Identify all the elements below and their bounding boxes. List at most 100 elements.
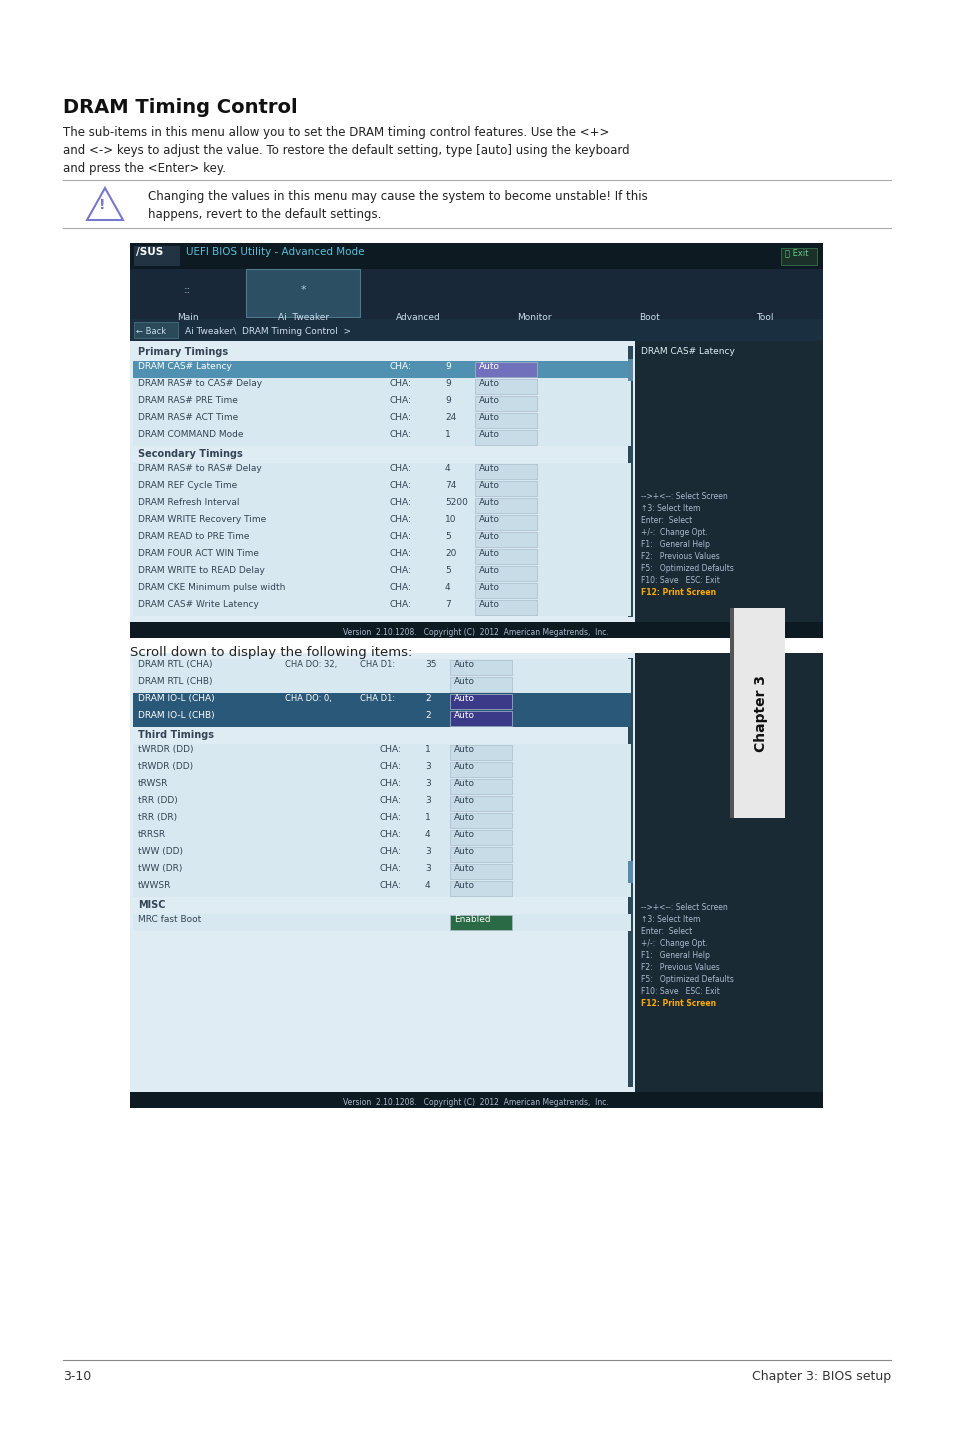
Text: F5:   Optimized Defaults: F5: Optimized Defaults (640, 975, 733, 984)
Text: 9: 9 (444, 380, 450, 388)
Text: Auto: Auto (454, 830, 475, 838)
Text: Auto: Auto (454, 745, 475, 754)
Bar (475, 380, 537, 394)
Bar (132, 548, 630, 565)
Text: +/-:  Change Opt.: +/-: Change Opt. (640, 528, 707, 536)
Bar (130, 269, 822, 319)
Text: Ai Tweaker\  DRAM Timing Control  >: Ai Tweaker\ DRAM Timing Control > (185, 326, 351, 336)
Text: Enabled: Enabled (454, 915, 490, 925)
Bar (475, 549, 537, 564)
Text: tRRSR: tRRSR (138, 830, 166, 838)
Bar (450, 915, 512, 930)
Text: Auto: Auto (478, 464, 499, 473)
Text: Auto: Auto (454, 677, 475, 686)
Bar (132, 429, 630, 446)
Bar (130, 243, 822, 638)
Text: DRAM IO-L (CHB): DRAM IO-L (CHB) (138, 710, 214, 720)
Bar (133, 322, 178, 338)
Text: 20: 20 (444, 549, 456, 558)
Bar (450, 864, 512, 879)
Text: F5:   Optimized Defaults: F5: Optimized Defaults (640, 564, 733, 572)
Text: CHA:: CHA: (390, 395, 412, 406)
Text: DRAM RAS# to CAS# Delay: DRAM RAS# to CAS# Delay (138, 380, 262, 388)
Text: Auto: Auto (454, 881, 475, 890)
Text: 1: 1 (424, 812, 431, 823)
Text: DRAM IO-L (CHA): DRAM IO-L (CHA) (138, 695, 214, 703)
Text: Auto: Auto (478, 567, 499, 575)
Text: CHA:: CHA: (390, 549, 412, 558)
Bar (132, 480, 630, 498)
Bar (133, 246, 180, 266)
Bar (729, 608, 733, 818)
Bar (132, 863, 630, 880)
Text: 3: 3 (424, 762, 431, 771)
Text: tWW (DD): tWW (DD) (138, 847, 183, 856)
Text: The sub-items in this menu allow you to set the DRAM timing control features. Us: The sub-items in this menu allow you to … (63, 127, 609, 139)
Bar (627, 360, 633, 381)
Bar (475, 480, 537, 496)
Bar (450, 695, 512, 709)
Text: DRAM FOUR ACT WIN Time: DRAM FOUR ACT WIN Time (138, 549, 258, 558)
Text: DRAM Refresh Interval: DRAM Refresh Interval (138, 498, 239, 508)
Text: tWRDR (DD): tWRDR (DD) (138, 745, 193, 754)
Text: Auto: Auto (478, 515, 499, 523)
Text: 3: 3 (424, 864, 431, 873)
Text: ↑3: Select Item: ↑3: Select Item (640, 503, 700, 513)
Bar (132, 795, 630, 812)
Text: CHA:: CHA: (390, 430, 412, 439)
Text: 9: 9 (444, 395, 450, 406)
Bar (130, 623, 822, 638)
Text: DRAM WRITE Recovery Time: DRAM WRITE Recovery Time (138, 515, 266, 523)
Text: Auto: Auto (478, 549, 499, 558)
Text: 5200: 5200 (444, 498, 467, 508)
Text: Version  2.10.1208.   Copyright (C)  2012  American Megatrends,  Inc.: Version 2.10.1208. Copyright (C) 2012 Am… (343, 628, 608, 637)
Text: DRAM CAS# Latency: DRAM CAS# Latency (138, 362, 232, 371)
Text: CHA D1:: CHA D1: (359, 695, 395, 703)
Text: CHA:: CHA: (379, 830, 401, 838)
Text: happens, revert to the default settings.: happens, revert to the default settings. (148, 209, 381, 221)
Text: DRAM REF Cycle Time: DRAM REF Cycle Time (138, 480, 237, 490)
Bar (132, 582, 630, 600)
Text: Auto: Auto (478, 600, 499, 610)
Bar (130, 341, 635, 623)
Text: Auto: Auto (478, 395, 499, 406)
Text: Chapter 3: BIOS setup: Chapter 3: BIOS setup (751, 1370, 890, 1383)
Bar (729, 608, 784, 818)
Text: F10: Save   ESC: Exit: F10: Save ESC: Exit (640, 986, 720, 997)
Bar (450, 779, 512, 794)
Text: Auto: Auto (478, 498, 499, 508)
Bar (132, 743, 630, 761)
Text: Changing the values in this menu may cause the system to become unstable! If thi: Changing the values in this menu may cau… (148, 190, 647, 203)
Bar (475, 413, 537, 429)
Text: DRAM WRITE to READ Delay: DRAM WRITE to READ Delay (138, 567, 265, 575)
Text: 7: 7 (444, 600, 450, 610)
Text: Version  2.10.1208.   Copyright (C)  2012  American Megatrends,  Inc.: Version 2.10.1208. Copyright (C) 2012 Am… (343, 1099, 608, 1107)
Bar (130, 653, 635, 1091)
Text: tRR (DD): tRR (DD) (138, 797, 177, 805)
Text: 3: 3 (424, 797, 431, 805)
Bar (475, 532, 537, 546)
Text: DRAM Timing Control: DRAM Timing Control (63, 98, 297, 116)
Bar (132, 676, 630, 693)
Text: *: * (300, 285, 306, 295)
Text: Monitor: Monitor (517, 313, 551, 322)
Bar (475, 600, 537, 615)
Text: 35: 35 (424, 660, 436, 669)
Bar (132, 361, 630, 378)
Text: ← Back: ← Back (136, 326, 166, 336)
Bar (132, 710, 630, 728)
Text: Tool: Tool (756, 313, 773, 322)
Text: 2: 2 (424, 695, 430, 703)
Text: Auto: Auto (478, 582, 499, 592)
Text: CHA:: CHA: (390, 464, 412, 473)
Bar (132, 915, 630, 930)
Bar (130, 319, 822, 341)
Text: CHA:: CHA: (390, 362, 412, 371)
Text: Auto: Auto (454, 695, 475, 703)
Text: Auto: Auto (454, 864, 475, 873)
Text: 4: 4 (424, 881, 430, 890)
Text: DRAM CAS# Write Latency: DRAM CAS# Write Latency (138, 600, 258, 610)
Bar (781, 247, 816, 265)
Text: Main: Main (176, 313, 198, 322)
Text: CHA:: CHA: (379, 881, 401, 890)
